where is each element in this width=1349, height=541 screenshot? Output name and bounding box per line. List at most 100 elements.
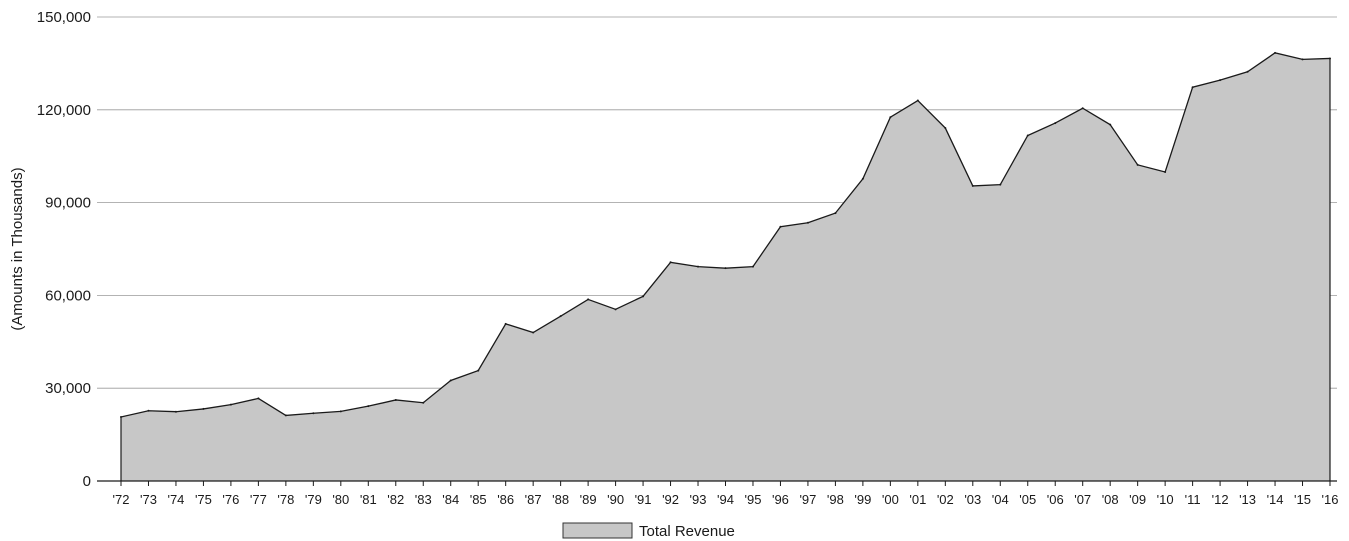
data-point (1274, 51, 1277, 54)
data-point (1054, 122, 1057, 125)
x-tick-label: '13 (1239, 492, 1256, 507)
data-point (861, 177, 864, 180)
x-tick-label: '96 (772, 492, 789, 507)
x-tick-label: '00 (882, 492, 899, 507)
x-tick-label: '85 (470, 492, 487, 507)
x-tick-label: '72 (113, 492, 130, 507)
data-point (614, 308, 617, 311)
data-point (367, 405, 370, 408)
legend: Total Revenue (562, 522, 735, 540)
data-point (477, 369, 480, 372)
data-point (449, 379, 452, 382)
x-tick-label: '05 (1019, 492, 1036, 507)
data-point (120, 415, 122, 418)
x-tick-label: '99 (854, 492, 871, 507)
data-point (1246, 70, 1249, 73)
y-tick-label: 0 (83, 473, 91, 490)
x-tick-label: '04 (992, 492, 1009, 507)
x-tick-label: '73 (140, 492, 157, 507)
series-area-layer (120, 51, 1331, 481)
data-point (971, 184, 974, 187)
x-tick-label: '09 (1129, 492, 1146, 507)
x-tick-label: '87 (525, 492, 542, 507)
data-point (916, 99, 919, 102)
x-tick-label: '93 (690, 492, 707, 507)
data-point (1329, 57, 1331, 60)
data-point (1026, 134, 1029, 137)
x-tick-label: '95 (745, 492, 762, 507)
data-point (339, 410, 342, 413)
data-point (751, 265, 754, 268)
legend-label: Total Revenue (639, 523, 735, 540)
data-point (1301, 58, 1304, 61)
x-tick-label: '86 (497, 492, 514, 507)
x-tick-label: '08 (1102, 492, 1119, 507)
y-axis-ticks: 0 30,000 60,000 90,000 120,000 150,000 (37, 9, 91, 490)
data-point (999, 183, 1002, 186)
x-tick-label: '83 (415, 492, 432, 507)
data-point (394, 398, 397, 401)
x-tick-label: '02 (937, 492, 954, 507)
x-tick-label: '75 (195, 492, 212, 507)
x-tick-label: '16 (1322, 492, 1339, 507)
x-tick-label: '03 (964, 492, 981, 507)
data-point (202, 407, 205, 410)
x-tick-label: '98 (827, 492, 844, 507)
data-point (669, 261, 672, 264)
x-tick-label: '07 (1074, 492, 1091, 507)
y-tick-label: 90,000 (45, 195, 91, 212)
x-tick-label: '74 (167, 492, 184, 507)
data-point (724, 267, 727, 270)
data-point (312, 412, 315, 415)
data-point (587, 298, 590, 301)
x-tick-label: '12 (1212, 492, 1229, 507)
x-tick-label: '80 (332, 492, 349, 507)
x-tick-label: '10 (1157, 492, 1174, 507)
y-axis-title: (Amounts in Thousands) (9, 167, 26, 330)
x-tick-label: '88 (552, 492, 569, 507)
y-tick-label: 60,000 (45, 287, 91, 304)
data-point (532, 331, 535, 334)
x-tick-label: '06 (1047, 492, 1064, 507)
data-point (1191, 86, 1194, 89)
data-point (1164, 170, 1167, 173)
x-tick-label: '81 (360, 492, 377, 507)
x-tick-label: '89 (580, 492, 597, 507)
x-tick-label: '11 (1185, 492, 1201, 507)
x-tick-label: '79 (305, 492, 322, 507)
x-tick-label: '92 (662, 492, 679, 507)
legend-swatch (562, 522, 633, 539)
data-point (257, 397, 260, 400)
x-axis-ticks: '72 '73 '74 '75 '76 '77 '78 '79 '80 '81 '82 '83 '84 '… (113, 481, 1339, 507)
data-point (806, 221, 809, 224)
data-point (422, 401, 425, 404)
x-tick-label: '14 (1267, 492, 1284, 507)
data-point (1136, 163, 1139, 166)
data-point (1081, 107, 1084, 110)
x-tick-label: '90 (607, 492, 624, 507)
x-tick-label: '78 (277, 492, 294, 507)
x-tick-label: '15 (1294, 492, 1311, 507)
data-point (284, 414, 287, 417)
series-area-total-revenue (121, 52, 1330, 481)
data-point (944, 127, 947, 130)
x-tick-label: '97 (799, 492, 816, 507)
x-tick-label: '94 (717, 492, 734, 507)
data-point (779, 225, 782, 228)
x-tick-label: '91 (635, 492, 652, 507)
data-point (889, 116, 892, 119)
data-point (229, 403, 232, 406)
data-point (834, 212, 837, 215)
data-point (1109, 123, 1112, 126)
x-tick-label: '84 (442, 492, 459, 507)
x-tick-label: '01 (909, 492, 926, 507)
data-point (642, 295, 645, 298)
data-point (559, 315, 562, 318)
data-point (1219, 79, 1222, 82)
x-tick-label: '76 (222, 492, 239, 507)
y-tick-label: 120,000 (37, 102, 91, 119)
x-tick-label: '82 (387, 492, 404, 507)
y-tick-label: 150,000 (37, 9, 91, 26)
data-point (174, 410, 177, 413)
